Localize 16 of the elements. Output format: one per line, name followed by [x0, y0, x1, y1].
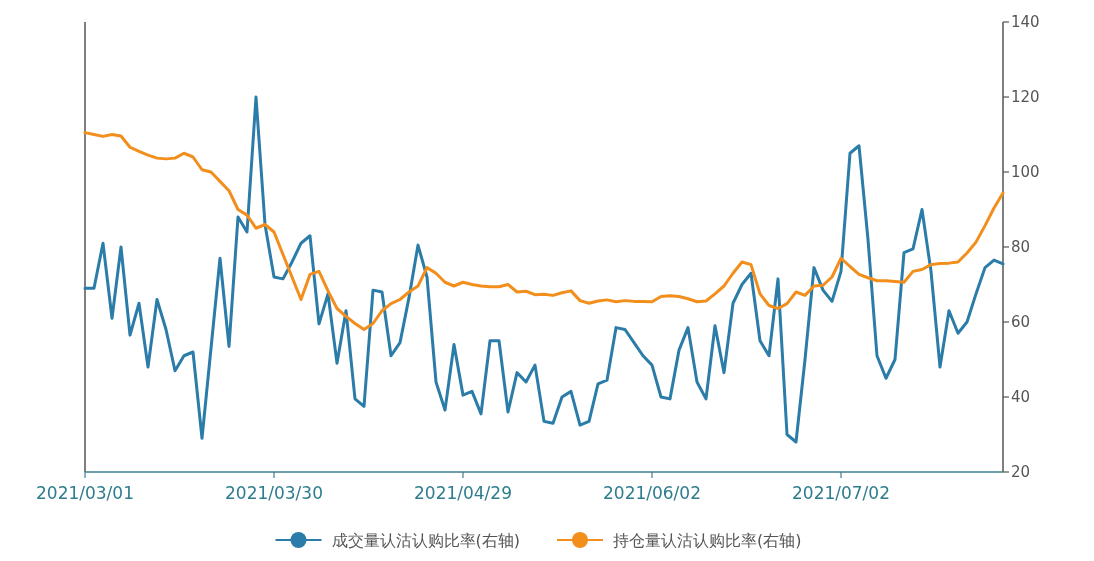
x-tick-label: 2021/04/29 [414, 483, 512, 503]
y-tick-label: 100 [1011, 163, 1040, 181]
legend-label: 持仓量认沽认购比率(右轴) [613, 531, 802, 550]
y-tick-label: 20 [1011, 463, 1031, 481]
y-tick-label: 60 [1011, 313, 1031, 331]
x-tick-label: 2021/03/01 [36, 483, 134, 503]
y-tick-label: 80 [1011, 238, 1031, 256]
x-tick-label: 2021/07/02 [792, 483, 890, 503]
line-series [83, 95, 1005, 444]
y-tick-label: 120 [1011, 88, 1040, 106]
x-tick-label: 2021/03/30 [225, 483, 323, 503]
x-tick-label: 2021/06/02 [603, 483, 701, 503]
y-tick-label: 40 [1011, 388, 1031, 406]
y-tick-label: 140 [1011, 13, 1040, 31]
legend-label: 成交量认沽认购比率(右轴) [331, 531, 520, 550]
line-series [83, 131, 1005, 331]
